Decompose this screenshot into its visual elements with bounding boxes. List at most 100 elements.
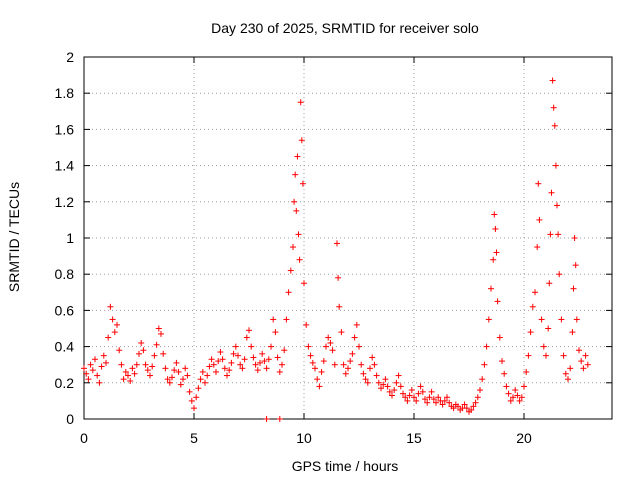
data-point <box>230 350 237 357</box>
data-point <box>175 368 182 375</box>
data-point <box>369 354 376 361</box>
data-point <box>481 361 488 368</box>
data-point <box>81 365 87 372</box>
data-point <box>208 356 215 363</box>
data-point <box>540 343 547 350</box>
data-point <box>570 285 577 292</box>
data-point <box>287 267 294 274</box>
data-point <box>468 406 475 413</box>
data-point <box>122 368 129 375</box>
data-point <box>114 321 120 328</box>
data-point <box>155 325 162 332</box>
data-point <box>373 372 380 379</box>
y-tick-label: 0.8 <box>55 266 75 282</box>
x-tick-label: 0 <box>80 430 88 446</box>
data-point <box>120 376 127 383</box>
data-point <box>318 368 325 375</box>
data-point <box>505 390 512 397</box>
data-point <box>408 387 415 394</box>
data-point <box>246 327 252 334</box>
data-point <box>290 244 296 251</box>
data-point <box>103 359 109 366</box>
data-point <box>254 367 261 374</box>
data-point <box>89 367 96 374</box>
data-point <box>547 231 554 238</box>
y-tick-label: 1.8 <box>55 85 75 101</box>
data-point <box>353 321 360 328</box>
data-point <box>503 383 510 390</box>
data-point <box>572 262 579 269</box>
data-point <box>199 368 206 375</box>
y-axis-label: SRMTID / TECUs <box>6 182 22 292</box>
data-point <box>426 394 433 401</box>
data-point <box>406 392 413 399</box>
data-point <box>415 390 422 397</box>
x-tick-labels: 0 5 10 15 20 <box>80 430 532 446</box>
data-point <box>184 372 191 379</box>
data-point <box>356 343 362 350</box>
data-point <box>320 358 327 365</box>
data-point <box>188 397 195 404</box>
data-point <box>507 397 514 404</box>
data-point <box>312 365 318 372</box>
data-point <box>491 211 498 218</box>
y-tick-label: 1.6 <box>55 121 75 137</box>
y-tick-label: 2 <box>66 49 74 65</box>
data-point <box>303 321 310 328</box>
data-point <box>182 365 189 372</box>
data-point <box>109 316 116 323</box>
y-tick-labels: 0 0.2 0.4 0.6 0.8 1 1.2 1.4 1.6 1.8 2 <box>55 49 75 427</box>
data-point <box>384 383 391 390</box>
data-point <box>263 365 270 372</box>
data-point <box>518 394 525 401</box>
y-tick-label: 1.2 <box>55 194 75 210</box>
data-point <box>215 358 222 365</box>
data-point <box>147 372 153 379</box>
data-point <box>158 330 164 337</box>
data-point <box>534 244 541 251</box>
data-point <box>144 367 151 374</box>
data-point <box>428 388 435 395</box>
data-point <box>569 329 576 336</box>
data-point <box>116 347 123 354</box>
data-point <box>485 316 492 323</box>
data-point <box>446 399 453 406</box>
data-point <box>364 379 371 386</box>
data-point <box>153 341 160 348</box>
data-point <box>556 271 563 278</box>
data-point <box>342 370 349 377</box>
data-point <box>268 343 274 350</box>
data-point <box>455 403 461 410</box>
data-point <box>351 334 358 341</box>
data-point <box>127 377 134 384</box>
data-point <box>301 280 307 287</box>
data-point <box>279 361 285 368</box>
data-point <box>571 235 578 241</box>
data-point <box>582 352 589 359</box>
data-point <box>257 359 263 366</box>
data-point <box>272 329 279 336</box>
y-tick-label: 0.4 <box>55 339 75 355</box>
data-point <box>488 285 494 292</box>
data-point <box>293 207 300 214</box>
data-point <box>580 365 587 372</box>
data-point <box>562 370 569 377</box>
data-point <box>164 376 171 383</box>
data-point <box>149 363 156 370</box>
data-point <box>546 280 553 287</box>
data-point <box>237 361 244 368</box>
data-point <box>291 198 298 205</box>
data-point <box>224 372 230 379</box>
data-point <box>529 303 536 310</box>
data-point <box>329 347 336 354</box>
data-point <box>435 394 442 401</box>
y-tick-label: 0.2 <box>55 375 75 391</box>
data-point <box>386 388 393 395</box>
data-point <box>177 381 184 388</box>
data-point <box>422 396 428 403</box>
data-point <box>298 137 305 144</box>
data-point <box>552 162 559 169</box>
data-point <box>133 361 140 368</box>
data-point <box>371 361 378 368</box>
